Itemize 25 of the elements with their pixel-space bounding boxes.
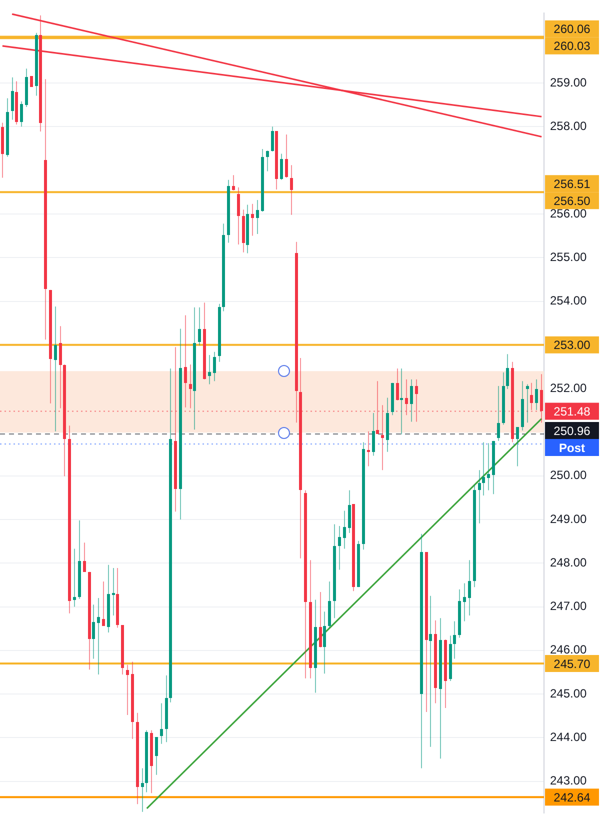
y-tick-label: 258.00: [550, 118, 588, 133]
y-tick-label: 248.00: [550, 555, 588, 570]
y-tick-label: 255.00: [550, 250, 588, 264]
ref-line-label: 251.48: [554, 404, 591, 419]
y-tick-label: 250.00: [550, 468, 588, 482]
ref-line-label: 242.64: [554, 790, 591, 804]
ref-line-label: 250.96: [554, 424, 591, 438]
y-tick-label: 252.00: [550, 380, 588, 395]
y-tick-label: 254.00: [550, 294, 588, 308]
y-tick-label: 259.00: [550, 75, 588, 90]
ref-line-label: 253.00: [554, 338, 591, 352]
y-tick-label: 245.00: [550, 686, 588, 700]
ref-line-label: Post: [558, 440, 586, 455]
y-tick-label: 246.00: [550, 642, 588, 657]
y-tick-label: 243.00: [550, 774, 588, 788]
y-tick-label: 247.00: [550, 599, 588, 614]
y-tick-label: 249.00: [550, 512, 588, 526]
y-tick-label: 256.00: [550, 206, 588, 220]
ref-line-label: 256.50: [554, 194, 591, 208]
candlestick: [30, 76, 33, 87]
y-tick-label: 244.00: [550, 730, 588, 744]
ref-line-label: 260.03: [554, 39, 591, 54]
text: 256.51: [554, 176, 591, 191]
ref-line-label: 245.70: [554, 656, 591, 671]
ref-line-label: 260.06: [554, 22, 591, 36]
